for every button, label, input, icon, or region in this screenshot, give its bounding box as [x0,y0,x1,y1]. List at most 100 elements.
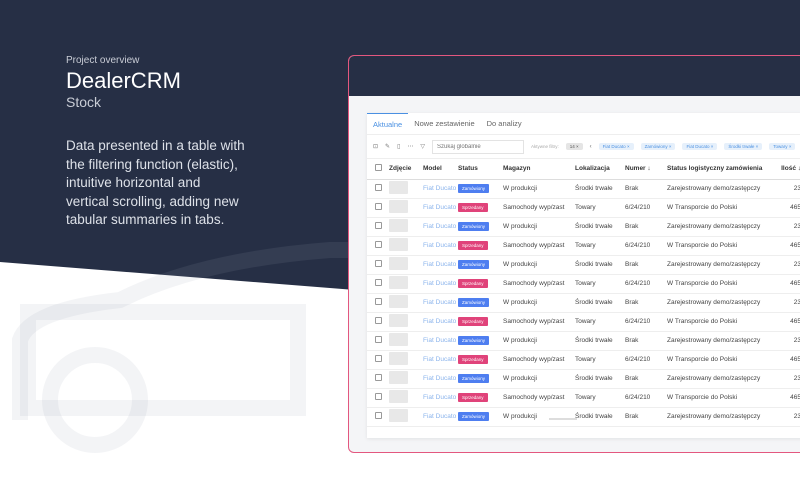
export-icon[interactable]: ⊡ [373,144,379,150]
car-outline-watermark [12,242,520,453]
row-checkbox[interactable] [375,374,382,381]
model-link[interactable]: Fiat Ducato [423,198,458,218]
table-row[interactable]: Fiat Ducato Sprzedany Samochody wyp/zast… [367,312,800,332]
row-checkbox[interactable] [375,317,382,324]
model-link[interactable]: Fiat Ducato [423,350,458,370]
table-row[interactable]: Fiat Ducato Sprzedany Samochody wyp/zast… [367,388,800,408]
row-checkbox[interactable] [375,355,382,362]
eyebrow: Project overview [66,55,140,66]
row-checkbox[interactable] [375,203,382,210]
image-placeholder-icon [389,371,408,384]
table-row[interactable]: Fiat Ducato Zamówiony W produkcji Środki… [367,255,800,275]
model-link[interactable]: Fiat Ducato [423,179,458,199]
model-link[interactable]: Fiat Ducato [423,236,458,256]
column-header[interactable]: Status logistyczny zamówienia [667,159,767,180]
status-badge: Zamówiony [458,298,490,307]
status-badge: Zamówiony [458,260,490,269]
status-badge: Sprzedany [458,279,488,288]
lokalizacja-cell: Środki trwałe [575,407,625,427]
ilosc-cell: 465 [767,388,800,408]
column-header[interactable]: Status [458,159,503,180]
ilosc-cell: 23 [767,179,800,199]
logistyka-cell: W Transporcie do Polski [667,312,767,332]
image-placeholder-icon [389,276,408,289]
magazyn-cell: W produkcji [503,369,575,389]
model-link[interactable]: Fiat Ducato [423,369,458,389]
magazyn-cell: W produkcji [503,331,575,351]
row-checkbox[interactable] [375,412,382,419]
magazyn-cell: W produkcji [503,179,575,199]
model-link[interactable]: Fiat Ducato [423,274,458,294]
column-header[interactable]: Model [423,159,458,180]
more-icon[interactable]: ⋯ [407,144,414,150]
numer-cell: 6/24/210 [625,312,667,332]
tab-do-analizy[interactable]: Do analizy [486,118,522,128]
lokalizacja-cell: Środki trwałe [575,179,625,199]
model-link[interactable]: Fiat Ducato [423,407,458,427]
image-placeholder-icon [389,314,408,327]
column-header[interactable]: Magazyn [503,159,575,180]
image-placeholder-icon [389,181,408,194]
model-link[interactable]: Fiat Ducato [423,331,458,351]
model-link[interactable]: Fiat Ducato [423,255,458,275]
table-row[interactable]: Fiat Ducato Zamówiony W produkcji Środki… [367,407,800,427]
logistyka-cell: W Transporcie do Polski [667,350,767,370]
global-search-input[interactable] [432,139,524,154]
edit-icon[interactable]: ✎ [385,144,391,150]
status-badge: Zamówiony [458,412,490,421]
column-header[interactable]: Numer ↓ [625,159,667,180]
filter-count-chip[interactable]: 14 × [565,143,583,150]
filter-chip[interactable]: Fiat Ducato × [682,143,718,150]
horizontal-scrollbar[interactable] [549,418,577,420]
trash-icon[interactable]: ▯ [397,144,401,150]
row-checkbox[interactable] [375,241,382,248]
row-checkbox[interactable] [375,336,382,343]
table-row[interactable]: Fiat Ducato Sprzedany Samochody wyp/zast… [367,274,800,294]
logistyka-cell: W Transporcie do Polski [667,198,767,218]
table-row[interactable]: Fiat Ducato Zamówiony W produkcji Środki… [367,293,800,313]
column-header[interactable]: Lokalizacja [575,159,625,180]
stock-table: Zdjęcie Model Status Magazyn Lokalizacja Nume… [367,159,800,427]
filter-chip[interactable]: Fiat Ducato × [598,143,634,150]
model-link[interactable]: Fiat Ducato [423,388,458,408]
table-row[interactable]: Fiat Ducato Zamówiony W produkcji Środki… [367,369,800,389]
active-filters-label: Aktywne filtry: [531,144,559,149]
status-badge: Sprzedany [458,241,488,250]
column-header[interactable]: Zdjęcie [389,159,423,180]
table-row[interactable]: Fiat Ducato Zamówiony W produkcji Środki… [367,217,800,237]
numer-cell: 6/24/210 [625,274,667,294]
model-link[interactable]: Fiat Ducato [423,312,458,332]
logistyka-cell: Zarejestrowany demo/zastępczy [667,407,767,427]
table-row[interactable]: Fiat Ducato Sprzedany Samochody wyp/zast… [367,198,800,218]
filter-icon[interactable]: ▽ [420,144,425,150]
tab-aktualne[interactable]: Aktualne [367,112,409,135]
row-checkbox[interactable] [375,279,382,286]
model-link[interactable]: Fiat Ducato [423,293,458,313]
ilosc-cell: 23 [767,293,800,313]
row-checkbox[interactable] [375,260,382,267]
numer-cell: 6/24/210 [625,198,667,218]
filter-chip[interactable]: Zamówiony × [640,143,676,150]
magazyn-cell: Samochody wyp/zast [503,388,575,408]
column-header[interactable]: Ilość ↓ [767,159,800,180]
row-checkbox[interactable] [375,184,382,191]
model-link[interactable]: Fiat Ducato [423,217,458,237]
chevron-left-icon[interactable]: ‹ [589,143,592,150]
table-row[interactable]: Fiat Ducato Sprzedany Samochody wyp/zast… [367,350,800,370]
table-row[interactable]: Fiat Ducato Zamówiony W produkcji Środki… [367,331,800,351]
logistyka-cell: W Transporcie do Polski [667,236,767,256]
magazyn-cell: Samochody wyp/zast [503,274,575,294]
filter-chip[interactable]: Środki trwałe × [724,143,763,150]
table-row[interactable]: Fiat Ducato Sprzedany Samochody wyp/zast… [367,236,800,256]
row-checkbox[interactable] [375,222,382,229]
tab-nowe-zestawienie[interactable]: Nowe zestawienie [414,118,475,128]
row-checkbox[interactable] [375,393,382,400]
numer-cell: Brak [625,407,667,427]
row-checkbox[interactable] [375,298,382,305]
filter-chip[interactable]: Towary × [769,143,796,150]
table-row[interactable]: Fiat Ducato Zamówiony W produkcji Środki… [367,179,800,199]
ilosc-cell: 23 [767,217,800,237]
numer-cell: Brak [625,293,667,313]
select-all-checkbox[interactable] [375,164,382,172]
numer-cell: 6/24/210 [625,236,667,256]
